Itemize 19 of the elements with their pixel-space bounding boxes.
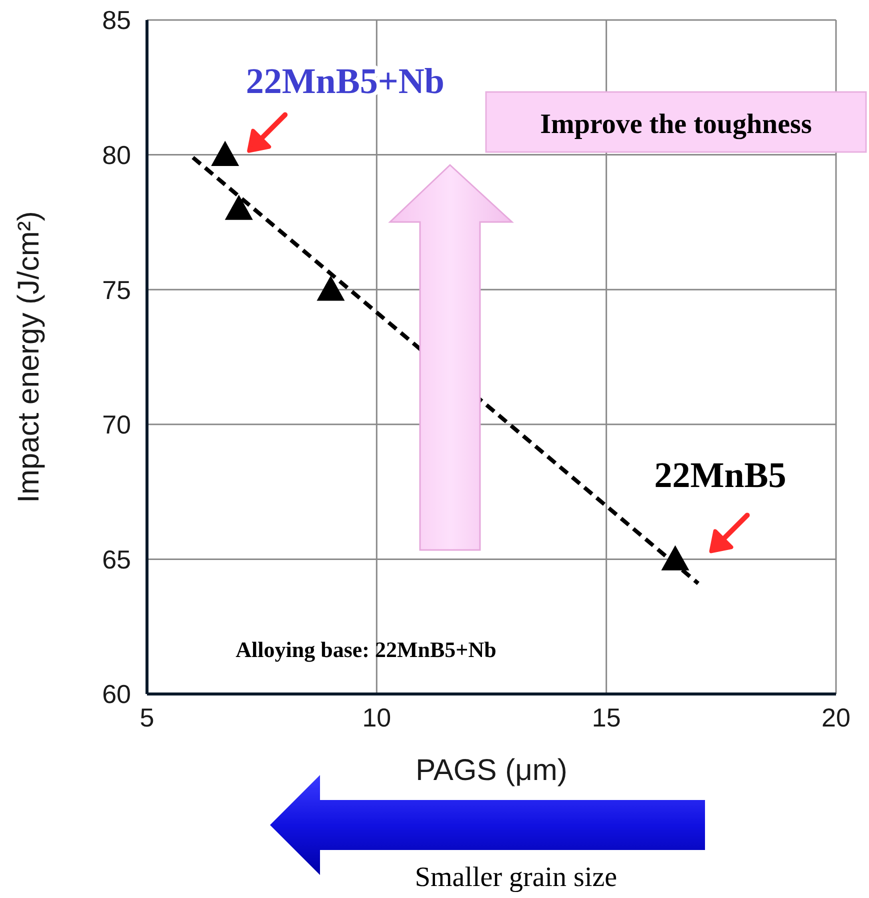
point	[224, 194, 253, 220]
annotation: Alloying base: 22MnB5+Nb	[236, 637, 496, 662]
x-tick-label: 10	[362, 702, 392, 732]
y-tick-label: 80	[102, 140, 131, 170]
x-axis-title: PAGS (μm)	[416, 754, 568, 787]
annotation: 22MnB5	[654, 455, 786, 496]
x-tick-label: 15	[592, 702, 621, 732]
text: Smaller grain size	[414, 862, 618, 893]
x-tick-label: 5	[140, 702, 154, 732]
x-tick-label: 20	[822, 702, 850, 732]
annotation: Improve the toughness	[540, 109, 812, 140]
y-axis-title: Impact energy (J/cm²)	[12, 211, 46, 503]
y-tick-label: 65	[102, 544, 131, 574]
point	[211, 140, 240, 166]
point	[316, 276, 345, 301]
y-tick-label: 85	[102, 5, 131, 36]
y-tick-label: 75	[102, 274, 131, 305]
y-tick-label: 60	[102, 679, 131, 710]
y-tick-label: 70	[102, 410, 131, 440]
